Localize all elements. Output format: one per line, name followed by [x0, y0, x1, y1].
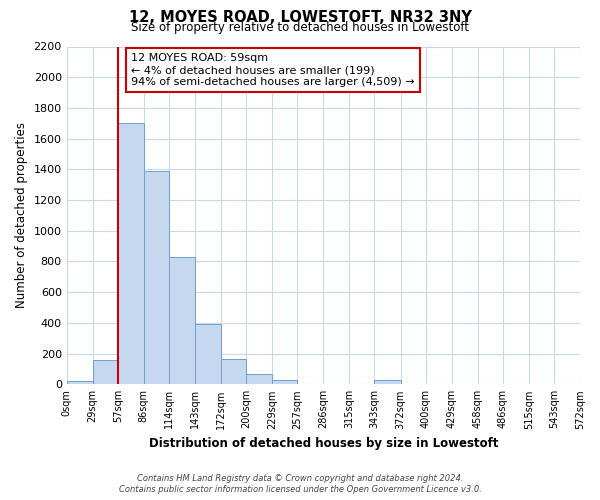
Bar — [169, 257, 195, 384]
Bar — [195, 324, 221, 384]
Bar — [272, 380, 298, 384]
Text: 12, MOYES ROAD, LOWESTOFT, NR32 3NY: 12, MOYES ROAD, LOWESTOFT, NR32 3NY — [128, 10, 472, 25]
Bar — [144, 171, 169, 384]
Bar — [118, 124, 144, 384]
X-axis label: Distribution of detached houses by size in Lowestoft: Distribution of detached houses by size … — [149, 437, 498, 450]
Text: Contains HM Land Registry data © Crown copyright and database right 2024.
Contai: Contains HM Land Registry data © Crown c… — [119, 474, 481, 494]
Bar — [221, 359, 246, 384]
Bar — [67, 381, 92, 384]
Y-axis label: Number of detached properties: Number of detached properties — [15, 122, 28, 308]
Bar — [92, 360, 118, 384]
Bar — [246, 374, 272, 384]
Bar — [374, 380, 401, 384]
Text: Size of property relative to detached houses in Lowestoft: Size of property relative to detached ho… — [131, 21, 469, 34]
Text: 12 MOYES ROAD: 59sqm
← 4% of detached houses are smaller (199)
94% of semi-detac: 12 MOYES ROAD: 59sqm ← 4% of detached ho… — [131, 54, 415, 86]
